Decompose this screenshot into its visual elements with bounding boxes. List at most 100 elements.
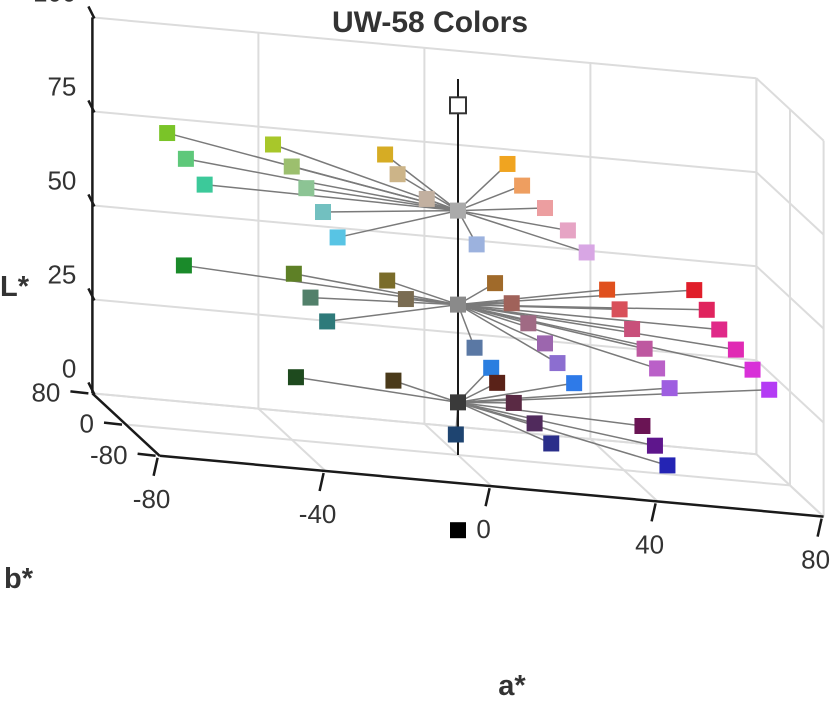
- color-marker: [599, 281, 616, 298]
- color-marker: [377, 146, 394, 163]
- y-tick-mark: [103, 421, 123, 426]
- z-tick-mark: [87, 5, 96, 19]
- spoke-line: [322, 209, 459, 213]
- color-marker: [302, 289, 319, 306]
- color-marker: [611, 301, 628, 318]
- neutral-marker: [450, 296, 466, 313]
- color-marker: [175, 257, 192, 274]
- color-marker: [578, 244, 595, 261]
- neutral-marker: [450, 522, 466, 539]
- spoke-line: [457, 289, 695, 306]
- color-marker: [418, 190, 435, 207]
- spoke-line: [457, 401, 643, 427]
- spoke-line: [457, 209, 569, 232]
- color-marker: [761, 381, 778, 398]
- color-marker: [566, 375, 583, 392]
- spoke-line: [457, 207, 546, 212]
- neutral-marker: [449, 96, 467, 115]
- markers-layer: [159, 96, 778, 539]
- axes-layer: [91, 17, 824, 518]
- spoke-line: [457, 288, 608, 306]
- chart-title: UW-58 Colors: [332, 6, 528, 39]
- color-marker: [385, 372, 402, 389]
- color-marker: [447, 426, 464, 443]
- spoke-line: [405, 298, 459, 306]
- y-tick-mark: [137, 452, 156, 458]
- spoke-line: [457, 401, 656, 447]
- spoke-line: [327, 303, 459, 323]
- color-marker: [489, 374, 506, 391]
- z-tick-mark: [87, 287, 96, 301]
- spoke-line: [310, 296, 459, 306]
- z-tick-label: 25: [47, 259, 76, 289]
- color-marker: [483, 359, 500, 376]
- color-marker: [514, 177, 531, 194]
- y-tick-label: -80: [90, 440, 128, 470]
- color-marker: [283, 158, 300, 175]
- z-tick-mark: [87, 381, 96, 395]
- y-tick-mark: [70, 390, 89, 395]
- spoke-line: [457, 382, 575, 404]
- spoke-line: [457, 387, 670, 404]
- z-tick-label: 75: [47, 71, 76, 101]
- spoke-line: [457, 303, 546, 345]
- z-tick-label: 100: [33, 0, 76, 7]
- z-tick-label: 50: [47, 165, 76, 195]
- spoke-line: [337, 209, 459, 239]
- y-tick-label: 0: [80, 409, 94, 439]
- spoke-line: [384, 153, 459, 212]
- spoke-line: [457, 401, 552, 445]
- x-tick-mark: [650, 503, 657, 522]
- color-marker: [505, 394, 522, 411]
- neutral-marker: [450, 202, 466, 219]
- spoke-line: [457, 401, 514, 404]
- color-marker: [466, 339, 483, 356]
- x-tick-mark: [816, 518, 823, 537]
- color-marker: [526, 415, 543, 432]
- spoke-line: [393, 379, 459, 404]
- spokes-layer: [166, 132, 770, 467]
- spoke-line: [457, 184, 523, 212]
- z-tick-mark: [87, 193, 96, 207]
- color-marker: [315, 204, 331, 221]
- color-marker: [686, 282, 703, 299]
- spoke-line: [457, 163, 509, 212]
- color-marker: [744, 361, 761, 378]
- x-tick-label: -80: [133, 484, 171, 514]
- spoke-line: [185, 158, 459, 212]
- z-tick-label: 0: [62, 353, 76, 383]
- color-marker: [196, 176, 213, 193]
- spoke-line: [386, 279, 459, 306]
- color-marker: [379, 272, 396, 289]
- spoke-line: [457, 303, 737, 351]
- x-axis-label: a*: [498, 670, 526, 702]
- z-axis-label: L*: [0, 271, 30, 303]
- spoke-line: [293, 273, 459, 306]
- color-marker: [727, 341, 744, 358]
- color-marker: [711, 321, 728, 338]
- color-marker: [177, 150, 194, 167]
- color-marker: [159, 125, 176, 142]
- color-marker: [285, 265, 302, 282]
- spoke-line: [457, 303, 558, 364]
- x-tick-label: 80: [801, 545, 830, 575]
- spoke-line: [295, 376, 459, 404]
- y-axis-label: b*: [4, 563, 34, 595]
- spoke-line: [457, 303, 753, 371]
- spoke-line: [457, 401, 668, 467]
- color-marker: [636, 340, 653, 357]
- y-axis-line: [91, 392, 161, 457]
- color-marker: [659, 457, 676, 474]
- spoke-line: [457, 209, 587, 254]
- x-axis-line: [159, 454, 824, 518]
- color-marker: [487, 275, 504, 292]
- neutral-marker: [450, 394, 466, 411]
- x-tick-mark: [484, 487, 491, 507]
- color-marker: [549, 355, 566, 372]
- y-tick-label: 80: [31, 377, 60, 407]
- color-marker: [624, 321, 641, 338]
- color-marker: [389, 166, 406, 183]
